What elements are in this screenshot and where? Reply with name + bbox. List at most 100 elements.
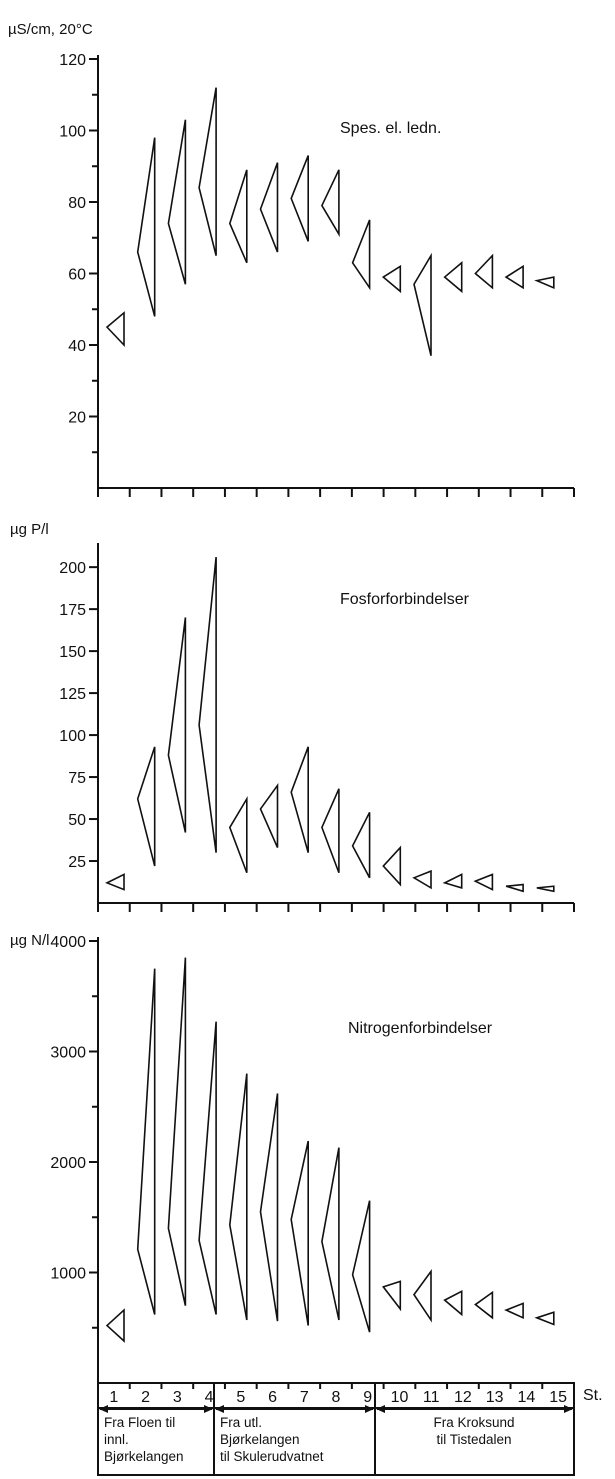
station-number-6: 6 [268,1389,277,1406]
section-1-arrow-left-head [99,1405,108,1413]
nitrogen-y-tick-label: 2000 [50,1155,86,1172]
station-number-1: 1 [109,1389,118,1406]
conductivity-station-10-range-mark [381,264,402,294]
section-2-line-3: til Skulerudvatnet [220,1449,324,1464]
station-number-5: 5 [236,1389,245,1406]
conductivity-y-tick-label: 100 [59,124,86,141]
section-3-line-1: Fra Kroksund [433,1415,514,1430]
nitrogen-station-12-range-mark [443,1289,463,1317]
phosphorus-station-1-range-mark [105,873,125,891]
nitrogen-y-tick-label: 3000 [50,1045,86,1062]
phosphorus-station-3-range-mark [167,617,187,833]
station-number-9: 9 [363,1389,372,1406]
conductivity-panel: µS/cm, 20°C Spes. el. ledn. 20 40 60 80 100 1… [8,21,575,497]
section-3-line-2: til Tistedalen [436,1432,511,1447]
nitrogen-station-10-range-mark [381,1280,402,1312]
station-box [97,1382,575,1476]
nitrogen-station-7-range-mark [290,1140,310,1326]
phosphorus-station-4-range-mark [198,556,217,853]
conductivity-station-4-range-mark [198,87,217,256]
conductivity-station-12-range-mark [443,261,463,294]
phosphorus-station-15-range-mark [536,885,555,893]
nitrogen-station-13-range-mark [474,1290,494,1320]
phosphorus-y-tick-label: 75 [68,770,86,787]
conductivity-y-tick-label: 20 [68,410,86,427]
phosphorus-station-11-range-mark [412,869,432,890]
station-number-2: 2 [141,1389,150,1406]
nitrogen-y-tick-label: 4000 [50,934,86,951]
conductivity-station-7-range-mark [290,155,310,242]
conductivity-station-14-range-mark [504,264,524,290]
phosphorus-station-12-range-mark [442,873,463,889]
phosphorus-station-7-range-mark [290,746,310,853]
section-3-arrow-right-head [564,1405,573,1413]
nitrogen-y-tick-label: 1000 [50,1266,86,1283]
nitrogen-station-2-range-mark [136,968,156,1315]
conductivity-station-1-range-mark [105,311,125,348]
section-3-arrow-left-head [376,1405,385,1413]
phosphorus-station-6-range-mark [259,782,279,848]
conductivity-station-2-range-mark [136,137,156,317]
conductivity-y-tick-label: 60 [68,267,86,284]
phosphorus-station-5-range-mark [228,795,248,874]
phosphorus-station-9-range-mark [351,811,371,879]
conductivity-station-15-range-mark [534,276,555,290]
station-number-11: 11 [423,1389,440,1406]
section-2-line-1: Fra utl. [220,1415,262,1430]
conductivity-y-tick-label: 40 [68,338,86,355]
station-number-12: 12 [454,1389,472,1406]
phosphorus-station-2-range-mark [136,746,156,867]
station-axis: St. Fra Floen til innl. Bjørkelangen Fra… [97,1382,603,1476]
phosphorus-station-14-range-mark [505,883,524,893]
conductivity-unit-label: µS/cm, 20°C [8,21,93,38]
phosphorus-y-tick-label: 175 [59,602,86,619]
section-1-arrow-right-head [204,1405,213,1413]
phosphorus-unit-label: µg P/l [10,521,49,538]
nitrogen-station-8-range-mark [321,1147,340,1321]
conductivity-station-13-range-mark [474,253,494,290]
section-1-line-2: innl. [104,1432,129,1447]
phosphorus-y-tick-label: 200 [59,560,86,577]
phosphorus-panel: µg P/l Fosforforbindelser 25 50 75 100 125 15… [10,521,575,912]
conductivity-station-5-range-mark [228,169,248,264]
conductivity-y-tick-label: 120 [59,52,86,69]
phosphorus-title: Fosforforbindelser [340,591,470,608]
nitrogen-station-11-range-mark [413,1268,432,1323]
nitrogen-panel: µg N/l Nitrogenforbindelser 1000 2000 3000… [10,932,574,1384]
nitrogen-station-5-range-mark [228,1073,248,1321]
conductivity-station-11-range-mark [413,252,432,356]
nitrogen-station-9-range-mark [351,1200,371,1333]
conductivity-title: Spes. el. ledn. [340,120,441,137]
nitrogen-title: Nitrogenforbindelser [348,1020,493,1037]
conductivity-y-tick-label: 80 [68,195,86,212]
station-number-14: 14 [518,1389,536,1406]
phosphorus-station-10-range-mark [382,845,402,887]
station-number-3: 3 [173,1389,182,1406]
nitrogen-station-14-range-mark [504,1302,524,1320]
section-2-line-2: Bjørkelangen [220,1432,300,1447]
phosphorus-station-8-range-mark [321,788,340,874]
section-1-line-1: Fra Floen til [104,1415,175,1430]
phosphorus-y-tick-label: 100 [59,728,86,745]
conductivity-station-9-range-mark [351,219,371,291]
phosphorus-y-tick-label: 150 [59,644,86,661]
conductivity-station-3-range-mark [167,119,187,285]
section-2-arrow-right-head [365,1405,374,1413]
section-2-arrow-left-head [215,1405,224,1413]
nitrogen-station-6-range-mark [259,1093,279,1322]
phosphorus-y-tick-label: 125 [59,686,86,703]
station-number-10: 10 [391,1389,409,1406]
station-number-7: 7 [300,1389,309,1406]
section-1-line-3: Bjørkelangen [104,1449,184,1464]
phosphorus-y-tick-label: 50 [68,812,86,829]
station-number-13: 13 [486,1389,504,1406]
conductivity-station-8-range-mark [320,169,340,238]
nitrogen-station-1-range-mark [105,1308,125,1343]
conductivity-station-6-range-mark [259,162,279,253]
phosphorus-station-13-range-mark [473,873,494,891]
nitrogen-station-4-range-mark [198,1021,217,1315]
nitrogen-station-15-range-mark [534,1311,555,1326]
station-number-15: 15 [549,1389,567,1406]
phosphorus-y-tick-label: 25 [68,854,86,871]
